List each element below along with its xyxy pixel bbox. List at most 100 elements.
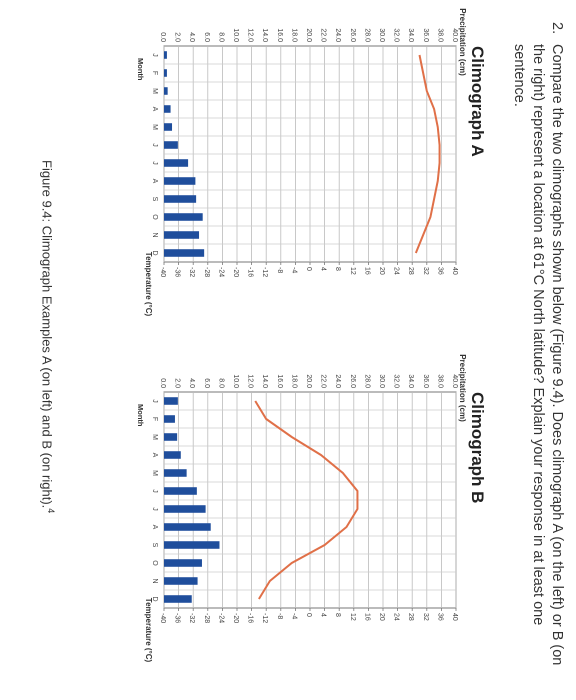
y2-tick-label: -4 xyxy=(290,613,297,619)
y2-tick-label: -24 xyxy=(217,613,224,623)
x-tick-label: N xyxy=(151,578,158,583)
y2-tick-label: 40 xyxy=(451,613,458,621)
y-tick-label: 38.0 xyxy=(436,28,443,42)
y-tick-label: 22.0 xyxy=(320,374,327,388)
x-tick-label: M xyxy=(151,124,158,130)
climograph-a: Climograph A 0.0 2.0 4.0 6.0 8.0 10.0 12.0 14.0 1… xyxy=(136,8,487,316)
question-text: Compare the two climographs shown below … xyxy=(511,44,565,666)
precipitation-bar xyxy=(164,541,220,549)
x-tick-label: A xyxy=(151,525,158,530)
y2-tick-label: 36 xyxy=(436,267,443,275)
x-tick-label: A xyxy=(151,107,158,112)
y-tick-label: 10.0 xyxy=(232,374,239,388)
y2-axis-label: Temperature (°C) xyxy=(144,598,153,663)
y2-tick-label: -36 xyxy=(174,613,181,623)
y2-tick-label: -4 xyxy=(290,267,297,273)
y-tick-label: 0.0 xyxy=(159,378,166,388)
x-axis-label: Month xyxy=(136,58,145,81)
y-tick-label: 34.0 xyxy=(407,374,414,388)
precipitation-bar xyxy=(163,577,198,585)
y-tick-label: 6.0 xyxy=(203,378,210,388)
y-tick-label: 8.0 xyxy=(217,32,224,42)
y-tick-label: 14.0 xyxy=(261,28,268,42)
precipitation-bar xyxy=(164,69,167,77)
x-tick-label: A xyxy=(151,453,158,458)
y-tick-label: 12.0 xyxy=(247,374,254,388)
question-number: 2. xyxy=(549,22,565,35)
y-tick-label: 6.0 xyxy=(203,32,210,42)
precipitation-bar xyxy=(163,505,206,513)
y-tick-label: 10.0 xyxy=(232,28,239,42)
x-tick-label: F xyxy=(151,71,158,75)
y2-tick-label: 20 xyxy=(378,267,385,275)
x-tick-label: F xyxy=(151,417,158,421)
y-tick-label: 32.0 xyxy=(393,374,400,388)
y2-tick-label: -12 xyxy=(261,613,268,623)
y2-tick-label: 24 xyxy=(393,267,400,275)
precipitation-bar xyxy=(163,141,178,149)
x-tick-label: O xyxy=(151,214,158,220)
chart-title: Climograph B xyxy=(468,392,487,503)
x-tick-label: J xyxy=(151,143,158,147)
y2-tick-label: -20 xyxy=(232,267,239,277)
y-tick-label: 4.0 xyxy=(188,378,195,388)
y-tick-label: 40.0 xyxy=(451,28,458,42)
y-tick-label: 34.0 xyxy=(407,28,414,42)
x-tick-label: M xyxy=(151,88,158,94)
y-tick-label: 14.0 xyxy=(261,374,268,388)
y2-tick-label: 28 xyxy=(407,613,414,621)
y2-tick-label: -36 xyxy=(174,267,181,277)
y-tick-label: 20.0 xyxy=(305,374,312,388)
y2-tick-label: -8 xyxy=(276,613,283,619)
y2-tick-label: 32 xyxy=(422,267,429,275)
precipitation-bar xyxy=(164,51,167,59)
precipitation-bar xyxy=(164,415,175,423)
x-tick-label: S xyxy=(151,543,158,548)
temperature-line xyxy=(254,400,359,600)
y-tick-label: 8.0 xyxy=(217,378,224,388)
precipitation-bar xyxy=(163,123,173,131)
y2-tick-label: -28 xyxy=(203,613,210,623)
y-tick-label: 24.0 xyxy=(334,374,341,388)
precipitation-bar xyxy=(164,231,200,239)
y-tick-label: 20.0 xyxy=(305,28,312,42)
chart-title: Climograph A xyxy=(468,46,487,157)
y2-tick-label: 4 xyxy=(320,267,327,271)
precipitation-bar xyxy=(164,523,211,531)
y2-tick-label: 36 xyxy=(436,613,443,621)
y2-tick-label: -32 xyxy=(188,267,195,277)
precipitation-bar xyxy=(164,487,197,495)
y2-tick-label: 24 xyxy=(393,613,400,621)
y-tick-label: 26.0 xyxy=(349,28,356,42)
y2-tick-label: 32 xyxy=(422,613,429,621)
y2-tick-label: 0 xyxy=(305,613,312,617)
y2-tick-label: 16 xyxy=(363,267,370,275)
x-tick-label: J xyxy=(151,161,158,165)
y2-tick-label: 28 xyxy=(407,267,414,275)
y2-tick-label: -20 xyxy=(232,613,239,623)
precipitation-bar xyxy=(164,177,196,185)
y-tick-label: 28.0 xyxy=(363,28,370,42)
precipitation-bar xyxy=(163,595,192,603)
precipitation-bar xyxy=(164,105,171,113)
caption-text: Figure 9.4: Climograph Examples A (on le… xyxy=(39,160,55,509)
y2-tick-label: -40 xyxy=(159,613,166,623)
y-tick-label: 32.0 xyxy=(393,28,400,42)
precipitation-bar xyxy=(164,451,181,459)
y2-tick-label: 8 xyxy=(334,613,341,617)
y-tick-label: 12.0 xyxy=(247,28,254,42)
x-tick-label: M xyxy=(151,434,158,440)
y-tick-label: 36.0 xyxy=(422,374,429,388)
y-tick-label: 36.0 xyxy=(422,28,429,42)
precipitation-bar xyxy=(164,469,187,477)
y-tick-label: 26.0 xyxy=(349,374,356,388)
y2-tick-label: 12 xyxy=(349,267,356,275)
x-tick-label: N xyxy=(151,232,158,237)
y2-tick-label: -24 xyxy=(217,267,224,277)
y2-tick-label: -12 xyxy=(261,267,268,277)
y2-tick-label: 4 xyxy=(320,613,327,617)
y-tick-label: 18.0 xyxy=(290,28,297,42)
y-tick-label: 16.0 xyxy=(276,374,283,388)
y-tick-label: 0.0 xyxy=(159,32,166,42)
